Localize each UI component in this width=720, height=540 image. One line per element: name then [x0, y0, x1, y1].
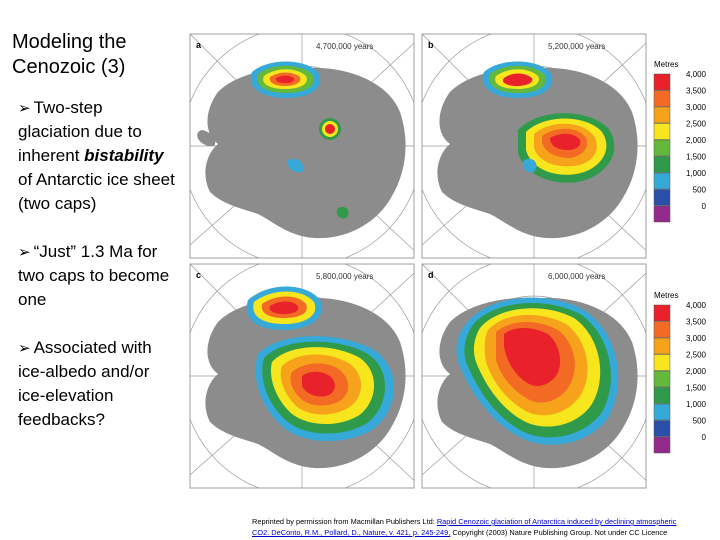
title-line-1: Modeling the — [12, 31, 127, 53]
bullet-item-2: ➢ “Just” 1.3 Ma for two caps to become on… — [18, 242, 170, 309]
legend-swatch — [653, 139, 671, 157]
map-panel-d — [422, 264, 646, 488]
bullet-item-1: ➢ Two-step glaciation due to inherent bis… — [18, 98, 175, 213]
legend-swatch — [653, 172, 671, 190]
legend-label: 2,000 — [686, 367, 707, 376]
legend-swatch — [653, 387, 671, 404]
panel-a-years: 4,700,000 years — [316, 42, 373, 51]
emphasis-text: bistability — [84, 146, 164, 165]
panel-c-letter: c — [196, 270, 201, 280]
panel-b-frame — [421, 33, 647, 259]
panel-c-frame — [189, 263, 415, 489]
legend-label: 3,000 — [686, 103, 707, 112]
legend-swatch — [653, 73, 671, 91]
panel-c-years: 5,800,000 years — [316, 272, 373, 281]
slide-title: Modeling the Cenozoic (3) — [12, 30, 172, 80]
legend-label: 3,500 — [686, 87, 707, 96]
bullet-item-3: ➢ Associated with ice-albedo and/or ice-e… — [18, 338, 152, 429]
title-line-2: Cenozoic (3) — [12, 56, 126, 78]
legend-label: 1,500 — [686, 153, 707, 162]
legend-top: Metres 4,000 3,500 3,000 2,500 2,000 1,500 1,0… — [653, 60, 707, 223]
caption-prefix: Reprinted by permission from Macmillan P… — [252, 517, 437, 526]
legend-label: 0 — [702, 202, 707, 211]
legend-label: 2,500 — [686, 351, 707, 360]
legend-bottom: Metres 4,000 3,500 3,000 2,500 2,000 1,500 1,0… — [653, 291, 707, 454]
legend-label: 3,000 — [686, 334, 707, 343]
legend-swatch — [653, 106, 671, 124]
legend-label: 1,000 — [686, 169, 707, 178]
arrow-bullet-icon: ➢ — [18, 339, 31, 357]
panel-b-years: 5,200,000 years — [548, 42, 605, 51]
legend-label: 4,000 — [686, 70, 707, 79]
legend-swatch — [653, 354, 671, 371]
ice-sheet-figure: a 4,700,000 years b 5,200,000 years — [189, 33, 707, 489]
legend-swatch — [653, 123, 671, 140]
legend-label: 3,500 — [686, 318, 707, 327]
legend-swatch — [653, 321, 671, 338]
legend-label: 2,500 — [686, 120, 707, 129]
map-panel-a — [190, 34, 414, 258]
panel-d-frame — [421, 263, 647, 489]
panel-d-years: 6,000,000 years — [548, 272, 605, 281]
figure-caption: Reprinted by permission from Macmillan P… — [252, 516, 718, 538]
legend-label: 2,000 — [686, 136, 707, 145]
legend-label: 500 — [693, 186, 707, 195]
legend-label: 500 — [693, 417, 707, 426]
legend-swatch — [653, 337, 671, 355]
legend-label: 1,000 — [686, 400, 707, 409]
legend-swatch — [653, 189, 671, 206]
arrow-bullet-icon: ➢ — [18, 243, 31, 261]
legend-swatch — [653, 420, 671, 437]
caption-suffix: Copyright (2003) Nature Publishing Group… — [450, 528, 668, 537]
caption-link-title[interactable]: Rapid Cenozoic glaciation of Antarctica … — [436, 517, 677, 526]
legend-label: 0 — [702, 433, 707, 442]
panel-d-letter: d — [428, 270, 434, 280]
bullet-list: ➢ Two-step glaciation due to inherent bis… — [18, 96, 178, 456]
caption-link-citation[interactable]: CO2. DeConto, R.M., Pollard, D., Nature,… — [252, 528, 451, 537]
map-panel-b — [422, 34, 646, 258]
legend-swatch — [653, 436, 671, 454]
legend-swatch — [653, 90, 671, 107]
legend-swatch — [653, 370, 671, 388]
panel-a-frame — [189, 33, 415, 259]
panel-b-letter: b — [428, 40, 434, 50]
legend-title: Metres — [654, 291, 678, 300]
arrow-bullet-icon: ➢ — [18, 99, 31, 117]
legend-label: 1,500 — [686, 384, 707, 393]
legend-swatch — [653, 304, 671, 322]
legend-label: 4,000 — [686, 301, 707, 310]
legend-swatch — [653, 403, 671, 421]
map-panel-c — [190, 264, 414, 488]
legend-title: Metres — [654, 60, 678, 69]
legend-swatch — [653, 205, 671, 223]
panel-a-letter: a — [196, 40, 202, 50]
legend-swatch — [653, 156, 671, 173]
